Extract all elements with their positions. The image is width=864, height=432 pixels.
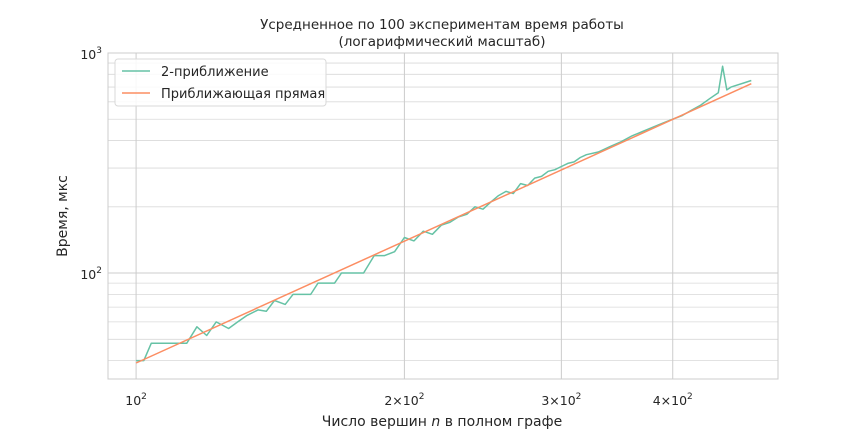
x-axis-label-variable: n	[431, 414, 440, 430]
x-tick-label: 2×102	[384, 392, 424, 408]
chart-title-line2: (логарифмический масштаб)	[338, 34, 545, 50]
legend-label-2-approx: 2-приближение	[161, 65, 269, 80]
plot-area	[107, 52, 779, 380]
y-tick-label: 103	[80, 46, 102, 62]
x-axis-label: Число вершин n в полном графе	[322, 414, 562, 430]
series-layer	[135, 65, 752, 364]
x-axis-label-suffix: в полном графе	[440, 414, 562, 430]
legend: 2-приближение Приближающая прямая	[114, 58, 327, 107]
chart-title-line1: Усредненное по 100 экспериментам время р…	[260, 17, 624, 33]
legend-box	[114, 58, 327, 107]
x-tick-label: 4×102	[653, 392, 693, 408]
x-tick-label: 3×102	[541, 392, 581, 408]
y-tick-label: 102	[80, 266, 102, 282]
series-line-fit	[135, 83, 752, 364]
y-tick-labels: 102 103	[80, 46, 102, 282]
legend-label-fit-line: Приближающая прямая	[161, 87, 325, 102]
x-axis-label-prefix: Число вершин	[322, 414, 432, 430]
y-axis-label: Время, мкс	[55, 175, 71, 257]
x-tick-label: 102	[125, 392, 147, 408]
x-tick-labels: 102 2×102 3×102 4×102	[125, 392, 693, 408]
